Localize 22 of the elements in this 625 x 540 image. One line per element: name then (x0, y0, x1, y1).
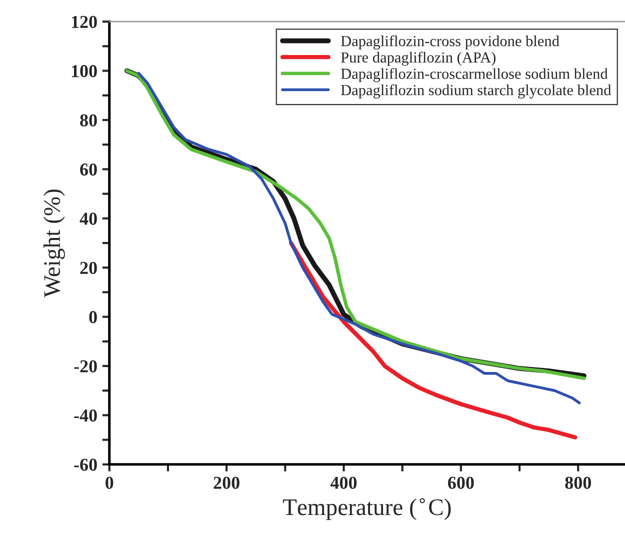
legend-label: Dapagliflozin-cross povidone blend (341, 35, 560, 50)
x-tick-label: 800 (565, 476, 591, 489)
legend-label: Dapagliflozin sodium starch glycolate blend (341, 84, 612, 98)
x-tick-label: 200 (214, 476, 240, 489)
x-tick-label: 0 (106, 476, 114, 489)
legend-label: Pure dapagliflozin (APA) (341, 52, 496, 66)
legend-label: Dapagliflozin-croscarmellose sodium blend (341, 68, 608, 82)
line-series (288, 240, 578, 440)
y-tick-label: -60 (74, 458, 97, 471)
y-tick-label: 80 (80, 114, 97, 126)
y-tick-label: 20 (80, 262, 97, 274)
y-tick-label: 60 (80, 163, 97, 176)
x-tick-label: 400 (330, 476, 357, 489)
x-axis-title: Temperature ($^{∘}$C) (282, 498, 451, 520)
x-tick-label: 600 (448, 476, 474, 489)
y-axis-title: Weight (%) (43, 190, 65, 298)
y-tick-label: 100 (72, 65, 97, 78)
y-tick-label: -20 (74, 360, 97, 372)
y-tick-label: 40 (80, 212, 97, 225)
y-tick-label: -40 (74, 409, 97, 422)
y-tick-label: 120 (72, 16, 97, 28)
y-tick-label: 0 (89, 311, 97, 324)
